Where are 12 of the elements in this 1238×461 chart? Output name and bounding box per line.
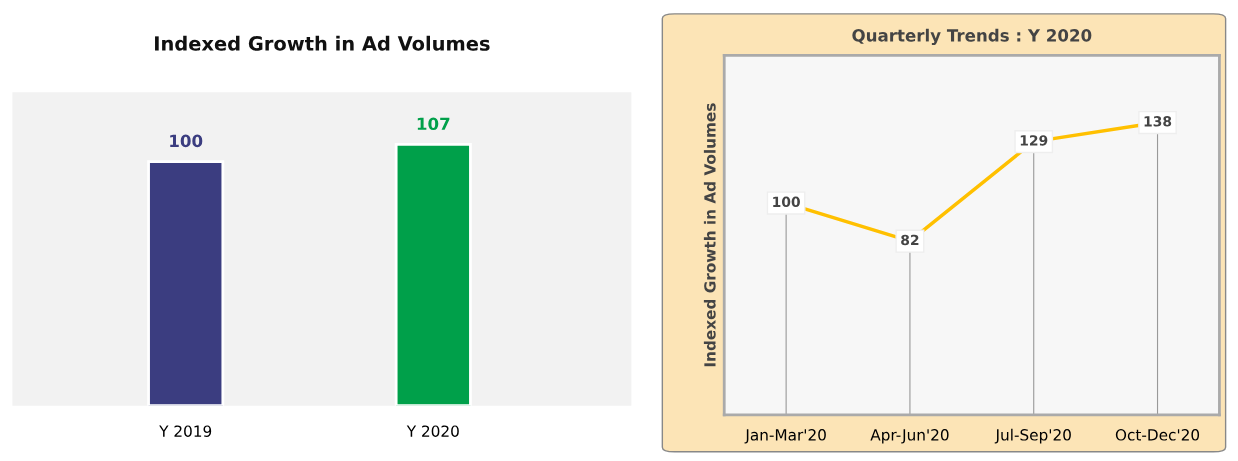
y-axis-title: Indexed Growth in Ad Volumes xyxy=(703,103,716,367)
data-label: 100 xyxy=(170,134,203,148)
x-tick-label: Y 2020 xyxy=(406,425,459,437)
data-label: 107 xyxy=(417,117,450,131)
x-tick-label: Jul-Sep'20 xyxy=(994,428,1071,444)
chart-title: Indexed Growth in Ad Volumes xyxy=(155,35,490,51)
data-label: 82 xyxy=(901,234,919,246)
x-tick-label: Jan-Mar'20 xyxy=(744,429,826,444)
x-tick-label: Y 2019 xyxy=(159,425,212,437)
chart-title: Quarterly Trends : Y 2020 xyxy=(852,28,1092,46)
x-tick-label: Oct-Dec'20 xyxy=(1115,429,1200,441)
x-tick-label: Apr-Jun'20 xyxy=(870,429,949,444)
